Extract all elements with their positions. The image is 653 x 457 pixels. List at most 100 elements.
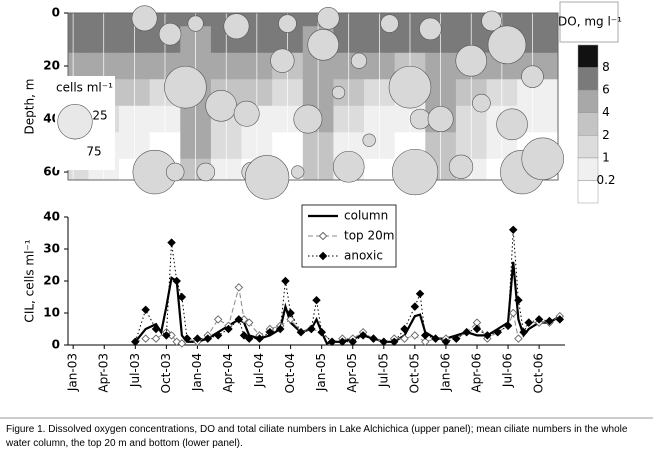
ciliate-bubble [158,22,182,46]
colorbar-label: 8 [602,60,610,74]
legend-bubble [57,104,93,140]
x-tick-label: Oct-04 [283,353,297,393]
ciliate-bubble [388,65,432,109]
data-marker [508,308,518,318]
colorbar-band [577,135,599,159]
data-marker [462,327,471,337]
ciliate-bubble [270,48,295,73]
data-marker [172,276,181,286]
x-tick-label: Jan-04 [190,353,204,392]
data-marker [514,334,523,343]
y-axis-title: CIL, cells ml⁻¹ [23,239,37,322]
data-marker [255,334,264,343]
data-marker [151,334,161,343]
ciliate-bubble [244,155,290,200]
data-marker [265,327,275,337]
bubble-legend-title: cells ml⁻¹ [56,81,113,95]
x-tick-label: Jan-03 [66,353,80,392]
ciliate-bubble [307,29,340,61]
y-tick-label: 40 [43,210,60,224]
ciliate-bubble [165,162,185,182]
ciliate-bubble [455,44,488,77]
do-cell [68,26,89,54]
x-tick-label: Jul-05 [376,353,390,388]
data-marker [182,334,192,343]
x-tick-label: Oct-06 [532,353,546,393]
x-tick-label: Jul-06 [501,353,515,388]
y-tick-label: 20 [43,274,60,288]
data-marker [131,337,140,347]
ciliate-bubble [380,14,399,33]
ciliate-bubble [419,17,442,41]
data-marker [286,315,295,324]
data-marker [281,276,290,286]
ciliate-bubble [331,85,346,100]
ciliate-bubble [187,15,204,32]
x-tick-label: Apr-03 [97,353,111,393]
data-marker [503,321,513,331]
x-tick-label: Oct-05 [407,353,421,393]
data-marker [317,327,326,337]
bubble-legend: cells ml⁻¹52575 [55,76,115,170]
data-marker [420,337,430,347]
data-marker [400,324,409,334]
ciliate-bubble [427,106,454,132]
ciliate-bubble [233,100,260,127]
data-marker [534,315,544,324]
data-marker [519,327,528,337]
legend-marker [318,251,328,261]
y-tick-label: 0 [52,6,60,20]
legend-bubble-label: 25 [92,109,107,123]
colorbar-title-box [559,1,619,43]
ciliate-bubble [291,165,305,179]
ciliate-bubble [391,148,439,196]
ciliate-bubble [448,154,474,179]
legend-marker [318,231,328,241]
data-marker [348,337,357,347]
data-marker [312,295,321,305]
data-marker [234,315,244,324]
ciliate-bubble [164,65,207,109]
data-marker [420,331,430,340]
ciliate-bubble [496,108,528,141]
colorbar-label: 4 [602,105,610,119]
data-marker [514,295,523,305]
data-marker [213,315,223,324]
ciliate-bubble [521,65,544,88]
legend-label: anoxic [344,249,383,263]
data-marker [369,334,378,343]
data-marker [244,334,254,343]
ciliate-bubble [205,89,237,122]
series-line [135,287,561,344]
caption: Figure 1. Dissolved oxygen concentration… [6,424,628,449]
y-tick-label: 10 [43,306,60,320]
colorbar-band [577,44,599,68]
colorbar-band [577,157,599,181]
data-marker [545,316,554,326]
data-marker [172,337,181,347]
data-marker [493,327,502,337]
data-marker [203,334,213,343]
colorbar-label: 0.2 [596,173,615,187]
x-tick-label: Jul-03 [128,353,142,388]
data-marker [141,334,150,343]
legend-bubble-label: 75 [86,145,101,159]
ciliate-bubble [332,150,365,183]
legend-label: top 20m [344,229,394,243]
y-tick-label: 30 [43,242,60,256]
ciliate-bubble [487,25,527,65]
ciliate-bubble [317,7,340,30]
data-marker [244,318,254,327]
x-tick-label: Jul-04 [252,353,266,388]
legend-label: column [344,209,388,223]
x-tick-label: Apr-05 [345,353,359,393]
data-marker [162,331,171,340]
data-marker [452,334,461,343]
data-marker [177,339,187,348]
ciliate-bubble [362,133,376,147]
data-marker [296,327,306,337]
data-marker [234,283,244,292]
data-marker [307,324,316,334]
data-marker [151,324,161,334]
